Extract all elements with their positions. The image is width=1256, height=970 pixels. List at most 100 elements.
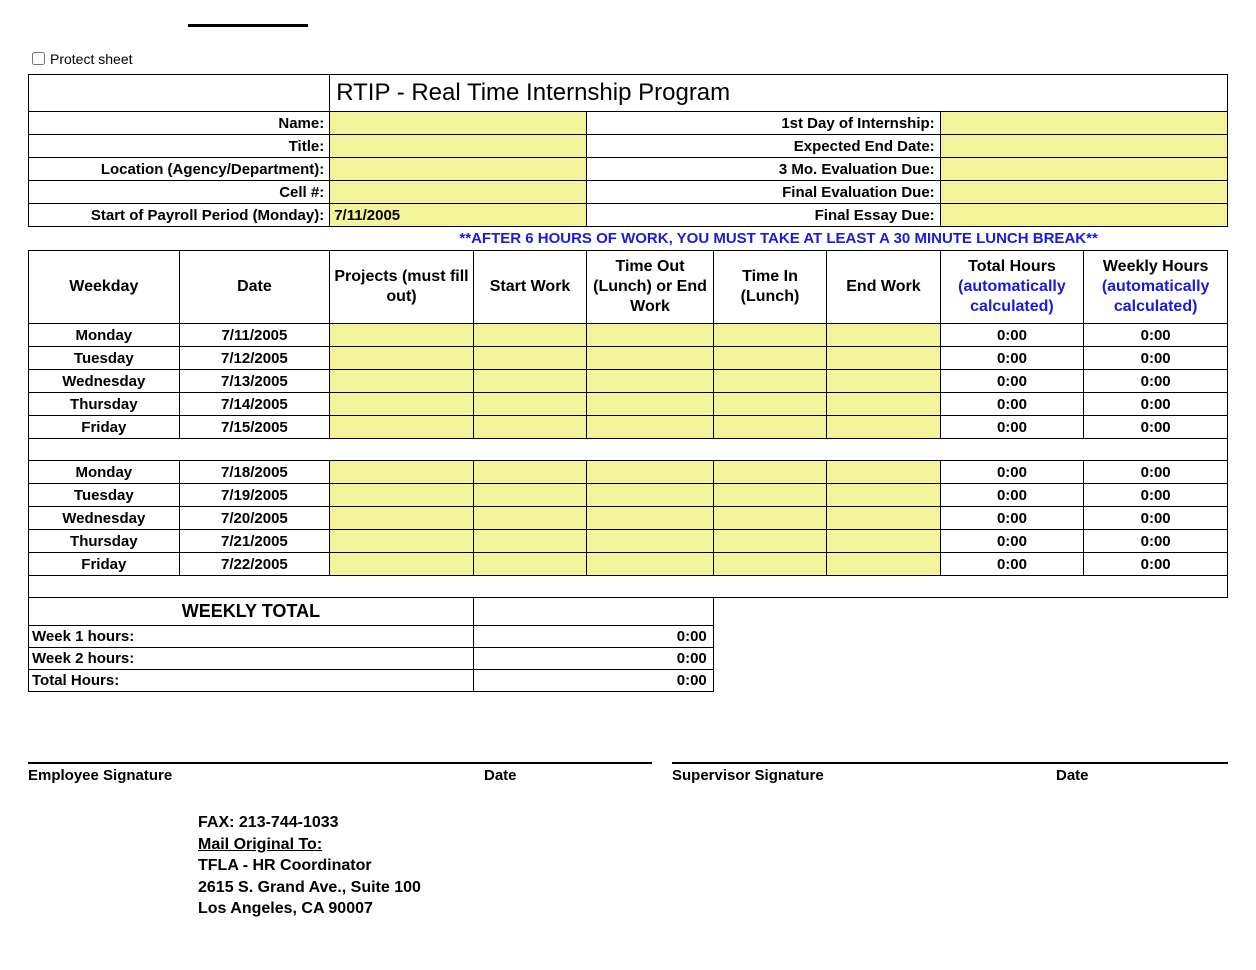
total-hours-cell: 0:00 [940,416,1084,439]
protect-sheet-label: Protect sheet [50,51,133,67]
total-hours-label: Total Hours: [29,670,474,692]
mail-line-2: TFLA - HR Coordinator [198,855,1228,877]
end-work-input[interactable] [827,324,940,347]
projects-input[interactable] [330,553,474,576]
time-in-input[interactable] [713,324,826,347]
total-hours-value: 0:00 [473,670,713,692]
name-input[interactable] [330,112,587,135]
time-out-input[interactable] [587,416,714,439]
total-hours-cell: 0:00 [940,553,1084,576]
time-out-input[interactable] [587,370,714,393]
time-out-input[interactable] [587,461,714,484]
time-out-input[interactable] [587,553,714,576]
mailing-info: FAX: 213-744-1033 Mail Original To: TFLA… [198,812,1228,920]
essay-input[interactable] [940,204,1227,227]
time-in-input[interactable] [713,530,826,553]
end-work-input[interactable] [827,530,940,553]
table-row: Friday7/22/20050:000:00 [29,553,1228,576]
start-work-input[interactable] [473,393,586,416]
end-work-input[interactable] [827,461,940,484]
cell-label: Cell #: [29,181,330,204]
time-in-input[interactable] [713,553,826,576]
location-input[interactable] [330,158,587,181]
cell-input[interactable] [330,181,587,204]
eval3mo-label: 3 Mo. Evaluation Due: [587,158,940,181]
start-work-input[interactable] [473,324,586,347]
start-work-input[interactable] [473,347,586,370]
eval3mo-input[interactable] [940,158,1227,181]
week1-hours-value: 0:00 [473,626,713,648]
end-work-input[interactable] [827,416,940,439]
col-weekly: Weekly Hours (automatically calculated) [1084,251,1228,324]
time-out-input[interactable] [587,484,714,507]
col-in: Time In (Lunch) [713,251,826,324]
total-hours-cell: 0:00 [940,393,1084,416]
date-cell: 7/18/2005 [179,461,330,484]
payroll-label: Start of Payroll Period (Monday): [29,204,330,227]
finaleval-input[interactable] [940,181,1227,204]
time-in-input[interactable] [713,507,826,530]
timesheet-table: RTIP - Real Time Internship Program Name… [28,74,1228,692]
projects-input[interactable] [330,393,474,416]
time-out-input[interactable] [587,507,714,530]
start-work-input[interactable] [473,530,586,553]
protect-sheet-checkbox[interactable] [32,52,45,65]
time-in-input[interactable] [713,347,826,370]
time-in-input[interactable] [713,484,826,507]
projects-input[interactable] [330,347,474,370]
time-in-input[interactable] [713,370,826,393]
time-out-input[interactable] [587,530,714,553]
projects-input[interactable] [330,530,474,553]
end-work-input[interactable] [827,370,940,393]
date-cell: 7/15/2005 [179,416,330,439]
start-work-input[interactable] [473,370,586,393]
col-weekday: Weekday [29,251,180,324]
location-label: Location (Agency/Department): [29,158,330,181]
time-out-input[interactable] [587,393,714,416]
projects-input[interactable] [330,507,474,530]
table-row: Friday7/15/20050:000:00 [29,416,1228,439]
weekly-total-title: WEEKLY TOTAL [29,598,474,626]
end-work-input[interactable] [827,507,940,530]
col-start: Start Work [473,251,586,324]
week2-hours-value: 0:00 [473,648,713,670]
start-work-input[interactable] [473,553,586,576]
week1-hours-label: Week 1 hours: [29,626,474,648]
date-cell: 7/21/2005 [179,530,330,553]
end-work-input[interactable] [827,347,940,370]
fax-line: FAX: 213-744-1033 [198,812,1228,834]
enddate-input[interactable] [940,135,1227,158]
end-work-input[interactable] [827,393,940,416]
title-label: Title: [29,135,330,158]
end-work-input[interactable] [827,553,940,576]
time-in-input[interactable] [713,461,826,484]
projects-input[interactable] [330,370,474,393]
start-work-input[interactable] [473,484,586,507]
weekday-cell: Thursday [29,530,180,553]
weekday-cell: Tuesday [29,347,180,370]
col-total: Total Hours (automatically calculated) [940,251,1084,324]
lunch-notice: **AFTER 6 HOURS OF WORK, YOU MUST TAKE A… [330,227,1228,251]
time-out-input[interactable] [587,347,714,370]
title-input[interactable] [330,135,587,158]
firstday-input[interactable] [940,112,1227,135]
payroll-input[interactable]: 7/11/2005 [330,204,587,227]
start-work-input[interactable] [473,416,586,439]
start-work-input[interactable] [473,507,586,530]
weekly-hours-cell: 0:00 [1084,370,1228,393]
time-out-input[interactable] [587,324,714,347]
date-cell: 7/11/2005 [179,324,330,347]
signature-line: Employee Signature Date Supervisor Signa… [28,762,1228,784]
total-hours-cell: 0:00 [940,461,1084,484]
form-title: RTIP - Real Time Internship Program [330,75,1228,112]
projects-input[interactable] [330,416,474,439]
start-work-input[interactable] [473,461,586,484]
date-cell: 7/20/2005 [179,507,330,530]
mail-line-4: Los Angeles, CA 90007 [198,898,1228,920]
projects-input[interactable] [330,484,474,507]
time-in-input[interactable] [713,393,826,416]
projects-input[interactable] [330,324,474,347]
projects-input[interactable] [330,461,474,484]
time-in-input[interactable] [713,416,826,439]
end-work-input[interactable] [827,484,940,507]
